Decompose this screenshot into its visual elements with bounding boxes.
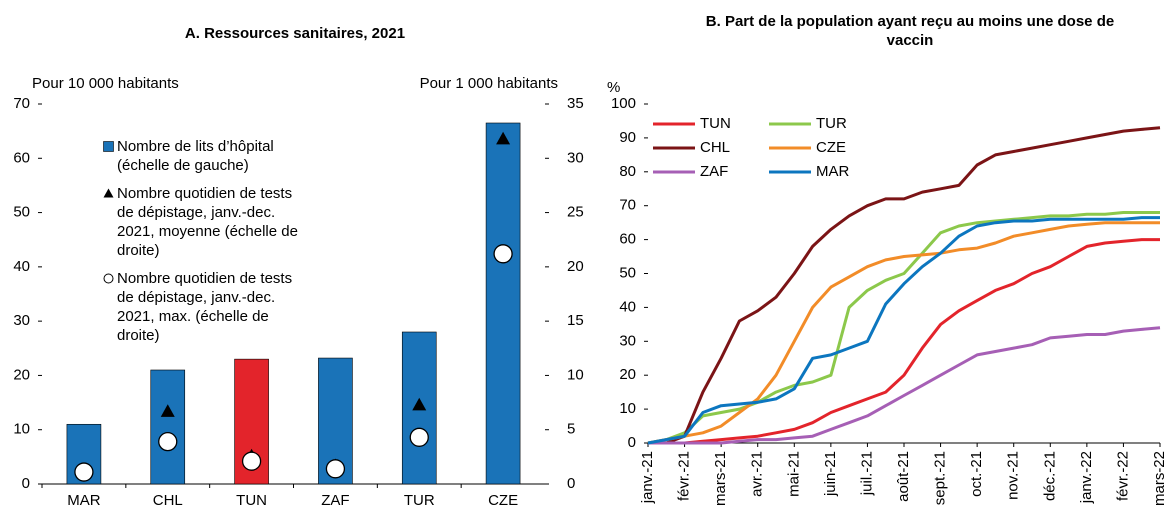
bar — [150, 369, 186, 485]
y-tick-label: 70 — [619, 197, 636, 214]
y-tick-label: 10 — [619, 400, 636, 417]
legend-label: TUR — [816, 115, 847, 132]
legend-label: Nombre quotidien de tests de dépistage, … — [117, 270, 293, 344]
y-tick-label: 20 — [619, 366, 636, 383]
line-series — [647, 211, 1160, 445]
legend-item: Nombre quotidien de tests de dépistage, … — [103, 184, 303, 260]
y-tick-label: 50 — [619, 264, 636, 281]
x-tick-label: mars-21 — [712, 451, 729, 506]
x-tick-label: oct.-21 — [968, 451, 985, 497]
swatch — [103, 188, 114, 198]
x-tick-label: août-21 — [895, 451, 912, 502]
legend-swatch — [103, 273, 114, 284]
y-tick-label: 100 — [611, 95, 636, 112]
legend-label: CHL — [700, 139, 730, 156]
x-tick-label: sept.-21 — [932, 451, 949, 505]
y-tick-label: 30 — [619, 332, 636, 349]
swatch — [103, 141, 114, 152]
y-tick-label: 40 — [13, 258, 30, 275]
x-tick-label: avr.-21 — [749, 451, 766, 497]
legend-label: CZE — [816, 139, 846, 156]
marker-circle — [241, 451, 262, 471]
legend-swatch — [103, 141, 114, 152]
marker-circle — [158, 432, 178, 452]
x-tick-label: CHL — [153, 492, 183, 509]
x-tick-label: janv.-22 — [1078, 451, 1095, 504]
marker-circle — [74, 462, 94, 482]
line-series — [647, 216, 1160, 445]
x-tick-label: MAR — [67, 492, 101, 509]
line-series — [647, 221, 1160, 445]
y2-axis-label: Pour 1 000 habitants — [420, 75, 558, 92]
y-tick-label: 0 — [22, 475, 30, 492]
legend-label: MAR — [816, 163, 850, 180]
y2-tick-label: 35 — [567, 95, 584, 112]
line-series — [648, 238, 1160, 445]
y-axis-label: % — [607, 79, 620, 96]
x-tick-label: janv.-21 — [639, 451, 656, 504]
marker-circle — [409, 427, 429, 447]
chart-title: B. Part de la population ayant reçu au m… — [705, 13, 1115, 49]
y2-tick-label: 30 — [567, 149, 584, 166]
x-tick-label: févr.-21 — [676, 451, 693, 501]
y2-tick-label: 25 — [567, 204, 584, 221]
legend-item: Nombre quotidien de tests de dépistage, … — [103, 269, 303, 345]
line-series — [648, 326, 1161, 445]
legend: Nombre de lits d’hôpital (échelle de gau… — [103, 137, 303, 354]
y2-tick-label: 10 — [567, 366, 584, 383]
x-tick-label: CZE — [488, 492, 518, 509]
chart-title: A. Ressources sanitaires, 2021 — [184, 25, 406, 42]
y-tick-label: 20 — [13, 366, 30, 383]
x-tick-label: mars-22 — [1151, 451, 1166, 506]
legend-swatch — [103, 188, 114, 198]
legend-label: ZAF — [700, 163, 728, 180]
y-tick-label: 60 — [619, 231, 636, 248]
y-tick-label: 60 — [13, 149, 30, 166]
marker-circle — [325, 459, 346, 479]
y-tick-label: 40 — [619, 298, 636, 315]
x-tick-label: juil.-21 — [858, 451, 875, 496]
x-tick-label: déc.-21 — [1041, 451, 1058, 501]
y2-tick-label: 0 — [567, 475, 575, 492]
legend-label: Nombre quotidien de tests de dépistage, … — [117, 185, 298, 259]
swatch — [103, 273, 114, 284]
legend-label: Nombre de lits d’hôpital (échelle de gau… — [117, 138, 274, 174]
y-tick-label: 70 — [13, 95, 30, 112]
marker-triangle — [160, 404, 175, 417]
bar — [485, 122, 521, 485]
legend-item: Nombre de lits d’hôpital (échelle de gau… — [103, 137, 303, 175]
marker-circle — [493, 244, 513, 264]
x-tick-label: févr.-22 — [1114, 451, 1131, 501]
line-series — [648, 126, 1161, 445]
y-tick-label: 0 — [628, 434, 636, 451]
y2-tick-label: 5 — [567, 421, 575, 438]
y-tick-label: 10 — [13, 421, 30, 438]
x-tick-label: juin-21 — [822, 451, 839, 497]
x-tick-label: nov.-21 — [1005, 451, 1022, 500]
x-tick-label: mai-21 — [785, 451, 802, 497]
legend-label: TUN — [700, 115, 731, 132]
x-tick-label: ZAF — [321, 492, 349, 509]
y-tick-label: 30 — [13, 312, 30, 329]
x-tick-label: TUR — [404, 492, 435, 509]
y-tick-label: 50 — [13, 204, 30, 221]
y-tick-label: 90 — [619, 129, 636, 146]
marker-triangle — [412, 397, 427, 411]
marker-triangle — [496, 131, 511, 145]
x-tick-label: TUN — [236, 492, 267, 509]
y-axis-label: Pour 10 000 habitants — [32, 75, 179, 92]
y-tick-label: 80 — [619, 163, 636, 180]
y2-tick-label: 20 — [567, 258, 584, 275]
y2-tick-label: 15 — [567, 312, 584, 329]
